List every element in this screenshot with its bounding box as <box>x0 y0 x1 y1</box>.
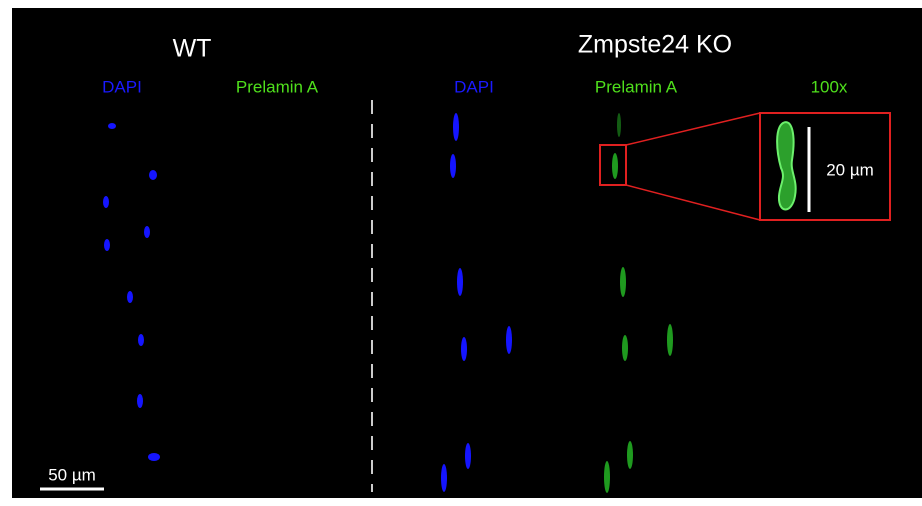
image-panel <box>12 8 922 498</box>
panel-title: WT <box>173 35 212 63</box>
wt-nuclei <box>103 123 160 461</box>
scale-label: 20 µm <box>826 160 874 179</box>
channel-label: Prelamin A <box>236 77 319 96</box>
channel-label: DAPI <box>454 77 494 96</box>
channel-label: 100x <box>811 77 848 96</box>
scale-label: 50 µm <box>48 465 96 484</box>
ko-nuclei <box>441 113 673 493</box>
channel-label: Prelamin A <box>595 77 678 96</box>
inset: 20 µm <box>599 112 891 221</box>
channel-label: DAPI <box>102 77 142 96</box>
panel-title: Zmpste24 KO <box>578 31 732 59</box>
